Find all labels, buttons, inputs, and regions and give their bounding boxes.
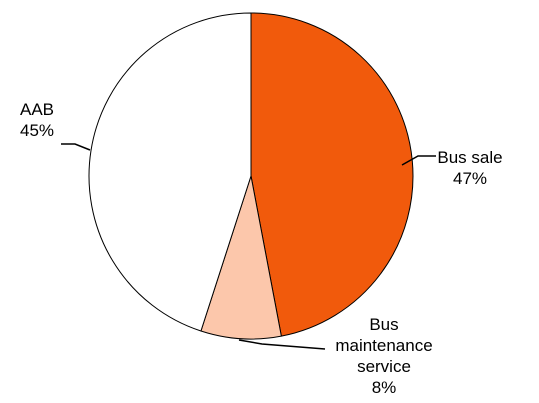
slice-label-bus-maintenance-service: Bus maintenance service 8% bbox=[335, 315, 432, 397]
slice-label-line: 8% bbox=[372, 378, 397, 397]
slice-labels: Bus sale 47% Bus maintenance service 8% AAB 45% bbox=[20, 100, 503, 397]
pie-slices bbox=[88, 12, 414, 340]
slice-label-aab: AAB 45% bbox=[20, 100, 54, 140]
leader-lines bbox=[61, 143, 436, 350]
slice-label-line: maintenance bbox=[335, 336, 432, 355]
slice-label-line: Bus bbox=[369, 315, 398, 334]
slice-label-line: service bbox=[357, 357, 411, 376]
slice-aab bbox=[88, 12, 252, 332]
slice-bus-sale bbox=[250, 12, 414, 337]
leader-line-bus-maintenance-service bbox=[238, 339, 326, 350]
slice-label-line: 45% bbox=[20, 121, 54, 140]
leader-line-aab bbox=[61, 143, 91, 151]
slice-label-line: Bus sale bbox=[437, 148, 502, 167]
slice-label-line: AAB bbox=[20, 100, 54, 119]
slice-label-line: 47% bbox=[453, 169, 487, 188]
slice-label-bus-sale: Bus sale 47% bbox=[437, 148, 502, 188]
leader-line-bus-sale bbox=[401, 155, 436, 166]
